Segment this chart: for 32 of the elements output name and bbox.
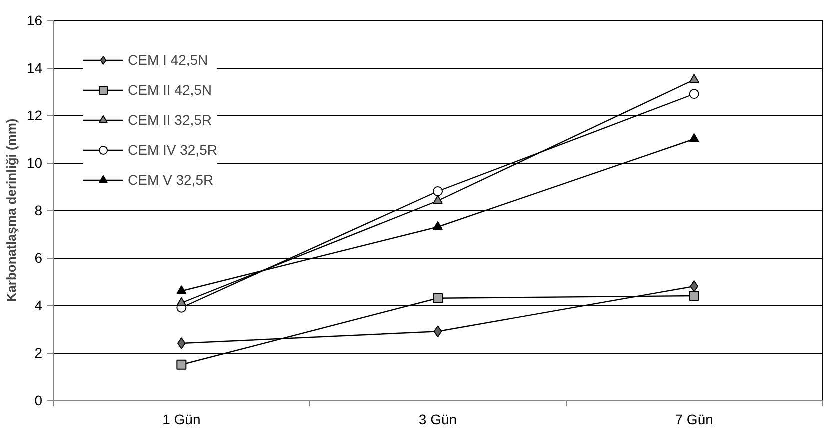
y-tick-label: 12 [26, 108, 43, 124]
point [433, 186, 443, 196]
legend-label: CEM II 32,5R [128, 112, 212, 128]
legend-label: CEM II 42,5N [128, 82, 212, 98]
y-tick-label: 10 [26, 155, 43, 171]
point [689, 291, 700, 301]
point [689, 134, 700, 142]
x-tick-label: 7 Gün [675, 412, 714, 428]
y-tick-label: 0 [34, 392, 43, 408]
point [433, 195, 443, 204]
point [690, 280, 698, 292]
legend-label: CEM IV 32,5R [128, 142, 218, 158]
legend-label: CEM I 42,5N [128, 52, 208, 68]
y-tick-label: 8 [34, 202, 43, 218]
point [176, 297, 187, 306]
y-tick-label: 4 [34, 298, 43, 314]
x-tick-label: 1 Gün [162, 412, 201, 428]
x-tick-label: 3 Gün [418, 412, 458, 428]
point [433, 293, 443, 304]
y-tick-label: 2 [34, 345, 43, 361]
point [433, 221, 443, 230]
point [434, 326, 442, 338]
point [178, 338, 186, 350]
legend-label: CEM V 32,5R [128, 172, 214, 188]
y-tick-label: 16 [26, 12, 43, 28]
point [176, 286, 187, 294]
point [176, 360, 187, 370]
point [689, 74, 700, 83]
point [689, 89, 700, 100]
y-tick-label: 14 [26, 60, 43, 76]
y-tick-label: 6 [34, 250, 43, 266]
y-axis-title: Karbonatlaşma derinliği (mm) [4, 118, 19, 302]
